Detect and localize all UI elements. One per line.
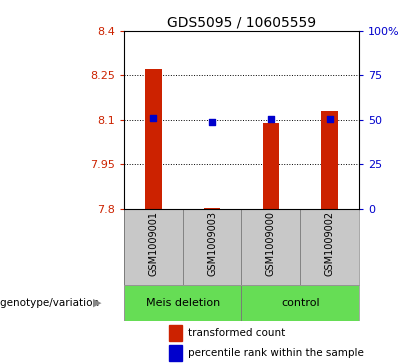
Bar	[321, 111, 338, 209]
Text: GSM1009002: GSM1009002	[325, 211, 335, 276]
Bar	[168, 325, 182, 341]
Point	[326, 116, 333, 122]
Text: transformed count: transformed count	[188, 329, 285, 338]
Bar	[241, 285, 359, 321]
Bar	[262, 123, 279, 209]
Bar	[124, 285, 242, 321]
Text: GSM1009001: GSM1009001	[148, 211, 158, 276]
Point	[268, 116, 274, 122]
Text: control: control	[281, 298, 320, 308]
Bar	[204, 208, 220, 209]
Title: GDS5095 / 10605559: GDS5095 / 10605559	[167, 16, 316, 30]
Bar	[145, 69, 162, 209]
Text: GSM1009003: GSM1009003	[207, 211, 217, 276]
Text: Meis deletion: Meis deletion	[146, 298, 220, 308]
Point	[150, 115, 157, 121]
Point	[209, 119, 215, 125]
Text: ▶: ▶	[93, 298, 102, 308]
Text: percentile rank within the sample: percentile rank within the sample	[188, 348, 364, 358]
Bar	[168, 345, 182, 361]
Text: GSM1009000: GSM1009000	[266, 211, 276, 276]
Text: genotype/variation: genotype/variation	[0, 298, 102, 308]
